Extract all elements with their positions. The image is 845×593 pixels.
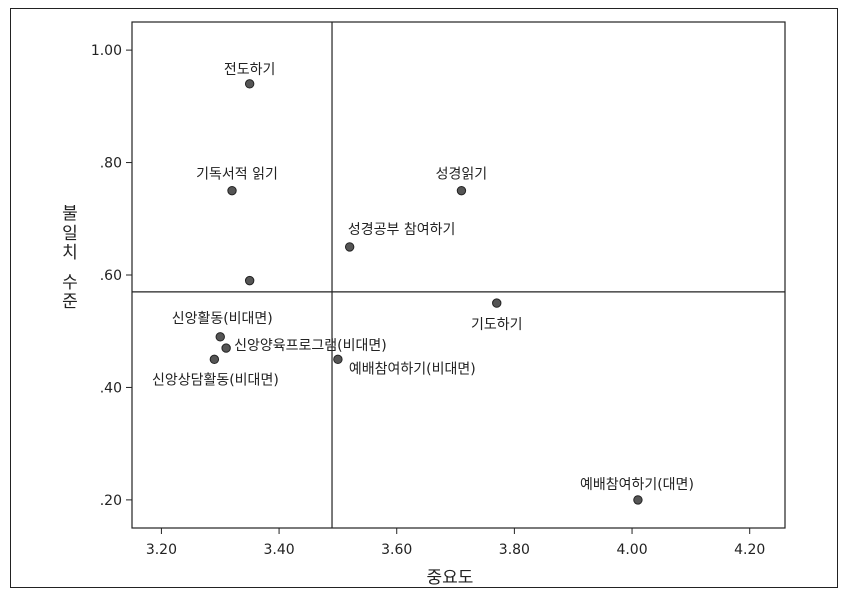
x-axis-label: 중요도 — [426, 568, 474, 588]
data-point-label: 예배참여하기(대면) — [580, 477, 694, 493]
y-tick-label: .20 — [100, 493, 122, 509]
data-point — [344, 242, 355, 252]
data-point-label: 성경읽기 — [436, 167, 488, 183]
data-point — [456, 185, 467, 196]
data-point-label: 신앙상담활동(비대면) — [152, 372, 279, 388]
data-point-label: 신앙양육프로그램(비대면) — [234, 338, 387, 354]
data-point-label: 신앙활동(비대면) — [172, 311, 273, 327]
chart-frame — [10, 8, 838, 588]
y-tick-label: .80 — [100, 156, 122, 172]
y-tick-label: .40 — [100, 380, 122, 396]
data-point — [209, 354, 220, 365]
x-tick-label: 3.80 — [499, 542, 530, 558]
data-point-label: 기도하기 — [471, 317, 523, 333]
data-point — [215, 332, 225, 342]
data-point — [492, 298, 502, 308]
data-point — [227, 185, 237, 196]
data-point — [221, 343, 231, 353]
x-tick-label: 3.60 — [381, 542, 412, 558]
data-point — [333, 354, 343, 365]
data-point — [244, 275, 255, 286]
data-point — [633, 495, 643, 505]
x-tick-label: 4.20 — [734, 542, 765, 558]
plot-area — [131, 21, 786, 529]
y-tick-label: .60 — [100, 268, 122, 284]
data-point-label: 기독서적 읽기 — [196, 167, 278, 183]
x-tick-label: 4.00 — [616, 542, 647, 558]
x-tick-label: 3.40 — [263, 542, 294, 558]
x-tick-label: 3.20 — [146, 542, 177, 558]
data-point-label: 성경공부 참여하기 — [348, 222, 456, 238]
data-point-label: 전도하기 — [224, 62, 276, 78]
data-point — [244, 79, 255, 89]
data-point-label: 예배참여하기(비대면) — [349, 361, 476, 377]
y-tick-label: 1.00 — [91, 43, 122, 59]
